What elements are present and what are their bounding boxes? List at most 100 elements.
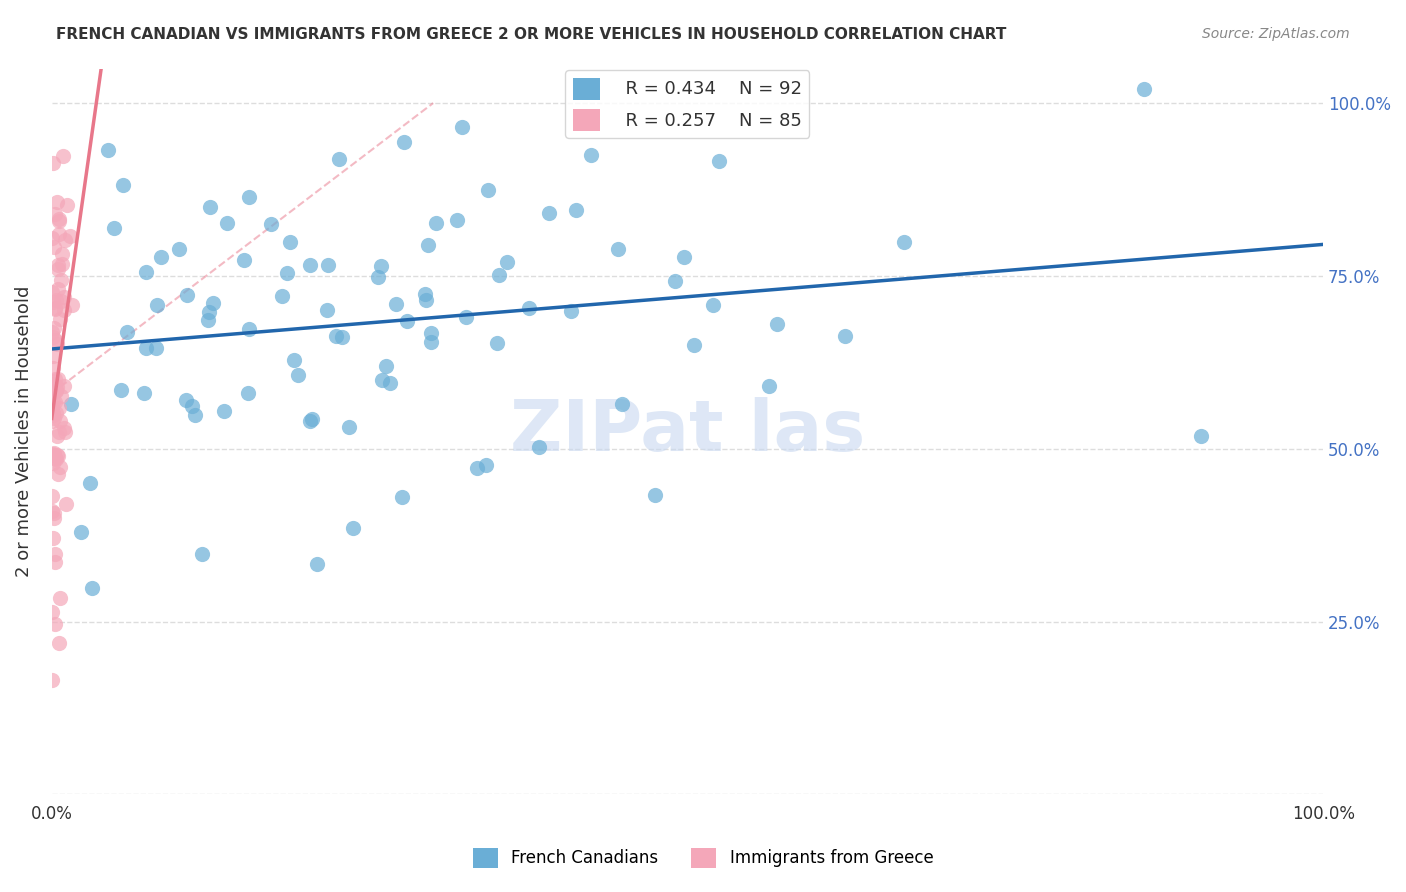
Point (135, 265, 157, 279)
Legend:   R = 0.434    N = 92,   R = 0.257    N = 85: R = 0.434 N = 92, R = 0.257 N = 85 (565, 70, 810, 138)
Point (42, 240, 65, 254)
Point (276, 266, 298, 280)
Point (416, 238, 439, 252)
Point (664, 273, 686, 287)
Text: FRENCH CANADIAN VS IMMIGRANTS FROM GREECE 2 OR MORE VEHICLES IN HOUSEHOLD CORREL: FRENCH CANADIAN VS IMMIGRANTS FROM GREEC… (56, 27, 1007, 42)
Point (45, 384, 67, 398)
Point (59, 229, 82, 244)
Point (184, 408, 207, 422)
Point (538, 206, 561, 220)
Point (41, 378, 63, 392)
Point (41, 374, 63, 388)
Point (42, 395, 65, 409)
Point (41, 400, 63, 414)
Point (44, 506, 66, 520)
Point (44, 450, 66, 465)
Point (342, 521, 364, 535)
Point (60, 298, 83, 312)
Point (49, 459, 72, 474)
Point (45, 452, 67, 467)
Point (41, 605, 63, 619)
Point (330, 330, 353, 344)
Point (42, 457, 65, 471)
Point (496, 255, 519, 269)
Point (174, 392, 197, 407)
Point (212, 404, 235, 418)
Point (44, 334, 66, 348)
Point (451, 120, 474, 134)
Point (60, 397, 83, 411)
Point (46, 429, 69, 443)
Point (41, 285, 63, 299)
Point (55, 497, 77, 511)
Point (44, 207, 66, 221)
Point (287, 368, 309, 383)
Point (51, 273, 73, 287)
Point (197, 313, 219, 327)
Point (707, 154, 730, 169)
Point (46, 262, 69, 277)
Point (41, 231, 63, 245)
Point (45, 379, 67, 393)
Point (46, 258, 69, 272)
Point (44, 380, 66, 394)
Point (49, 294, 72, 309)
Point (167, 242, 190, 256)
Point (42, 361, 65, 376)
Point (80, 581, 103, 595)
Point (44, 376, 66, 391)
Point (477, 183, 499, 197)
Point (217, 216, 239, 230)
Point (45, 293, 67, 307)
Point (238, 322, 260, 336)
Point (96, 144, 118, 158)
Point (42, 447, 65, 461)
Point (44, 548, 66, 562)
Point (315, 302, 337, 317)
Point (391, 490, 413, 504)
Point (42, 320, 65, 334)
Point (41, 504, 63, 518)
Point (280, 235, 302, 249)
Point (149, 250, 172, 264)
Point (48, 636, 70, 650)
Point (44, 511, 66, 525)
Point (485, 335, 508, 350)
Point (49, 591, 72, 606)
Point (465, 460, 488, 475)
Text: Source: ZipAtlas.com: Source: ZipAtlas.com (1202, 27, 1350, 41)
Point (202, 296, 225, 310)
Point (45, 383, 67, 397)
Point (41, 531, 63, 545)
Point (198, 201, 221, 215)
Point (415, 293, 437, 307)
Point (56, 198, 79, 212)
Point (367, 269, 389, 284)
Point (339, 420, 361, 434)
Point (673, 250, 696, 264)
Point (48, 227, 70, 242)
Point (415, 287, 437, 301)
Point (517, 301, 540, 316)
Point (41, 384, 63, 398)
Point (233, 252, 256, 267)
Point (475, 458, 498, 473)
Point (301, 412, 323, 426)
Point (145, 342, 167, 356)
Point (52, 149, 75, 163)
Point (42, 385, 65, 400)
Point (325, 329, 347, 343)
Point (42, 349, 65, 363)
Point (51, 389, 73, 403)
Point (606, 242, 628, 256)
Point (115, 325, 138, 339)
Point (55, 233, 77, 247)
Point (69, 524, 91, 539)
Point (49, 311, 72, 326)
Point (328, 153, 350, 167)
Point (135, 341, 157, 355)
Point (53, 425, 76, 439)
Point (46, 467, 69, 481)
Point (180, 399, 202, 413)
Point (44, 301, 66, 316)
